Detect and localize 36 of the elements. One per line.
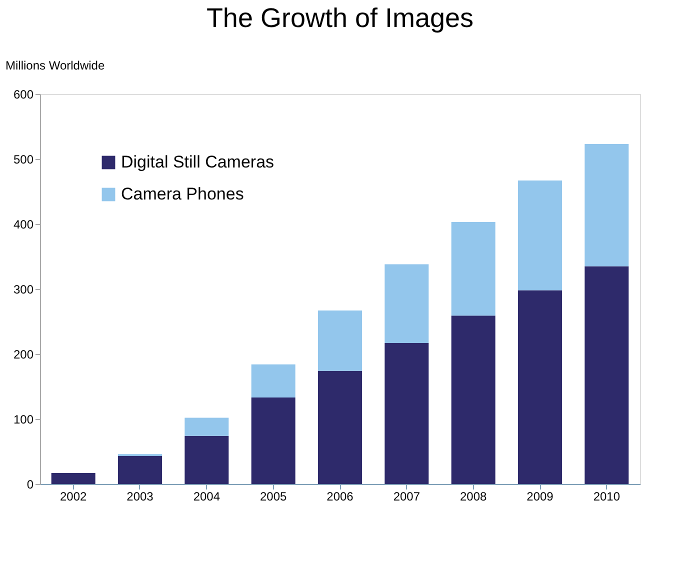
bar — [584, 144, 629, 266]
x-tick-label: 2005 — [260, 490, 288, 504]
y-tick-label: 300 — [13, 282, 34, 296]
legend-label: Camera Phones — [121, 184, 244, 204]
bar — [518, 290, 562, 484]
x-tick-label: 2002 — [60, 490, 88, 504]
x-tick-label: 2004 — [193, 490, 220, 504]
bar — [251, 398, 296, 484]
x-tick-label: 2009 — [526, 490, 554, 504]
bar — [51, 472, 96, 484]
y-tick-label: 0 — [26, 478, 34, 492]
y-tick-label: 500 — [13, 152, 34, 166]
y-tick-label: 100 — [13, 412, 34, 426]
bar — [118, 456, 162, 484]
y-axis-title: Millions Worldwide — [6, 58, 105, 72]
x-tick-label: 2006 — [326, 490, 354, 504]
bar — [318, 310, 362, 371]
bar — [318, 370, 362, 484]
bar — [384, 264, 429, 343]
bar — [184, 436, 229, 484]
x-tick-label: 2008 — [460, 490, 488, 504]
legend-label: Digital Still Cameras — [121, 152, 274, 172]
x-tick-label: 2010 — [593, 490, 620, 504]
bar — [518, 180, 562, 290]
bar — [251, 364, 296, 398]
bar — [451, 316, 496, 484]
y-tick-label: 200 — [13, 348, 34, 362]
chart-title: The Growth of Images — [206, 3, 474, 33]
bar — [184, 418, 229, 436]
bar — [384, 342, 429, 484]
bar — [584, 266, 629, 484]
y-tick-label: 600 — [13, 88, 34, 102]
y-tick-label: 400 — [13, 218, 34, 232]
x-tick-label: 2003 — [126, 490, 154, 504]
bar — [451, 222, 496, 316]
x-tick-label: 2007 — [393, 490, 420, 504]
